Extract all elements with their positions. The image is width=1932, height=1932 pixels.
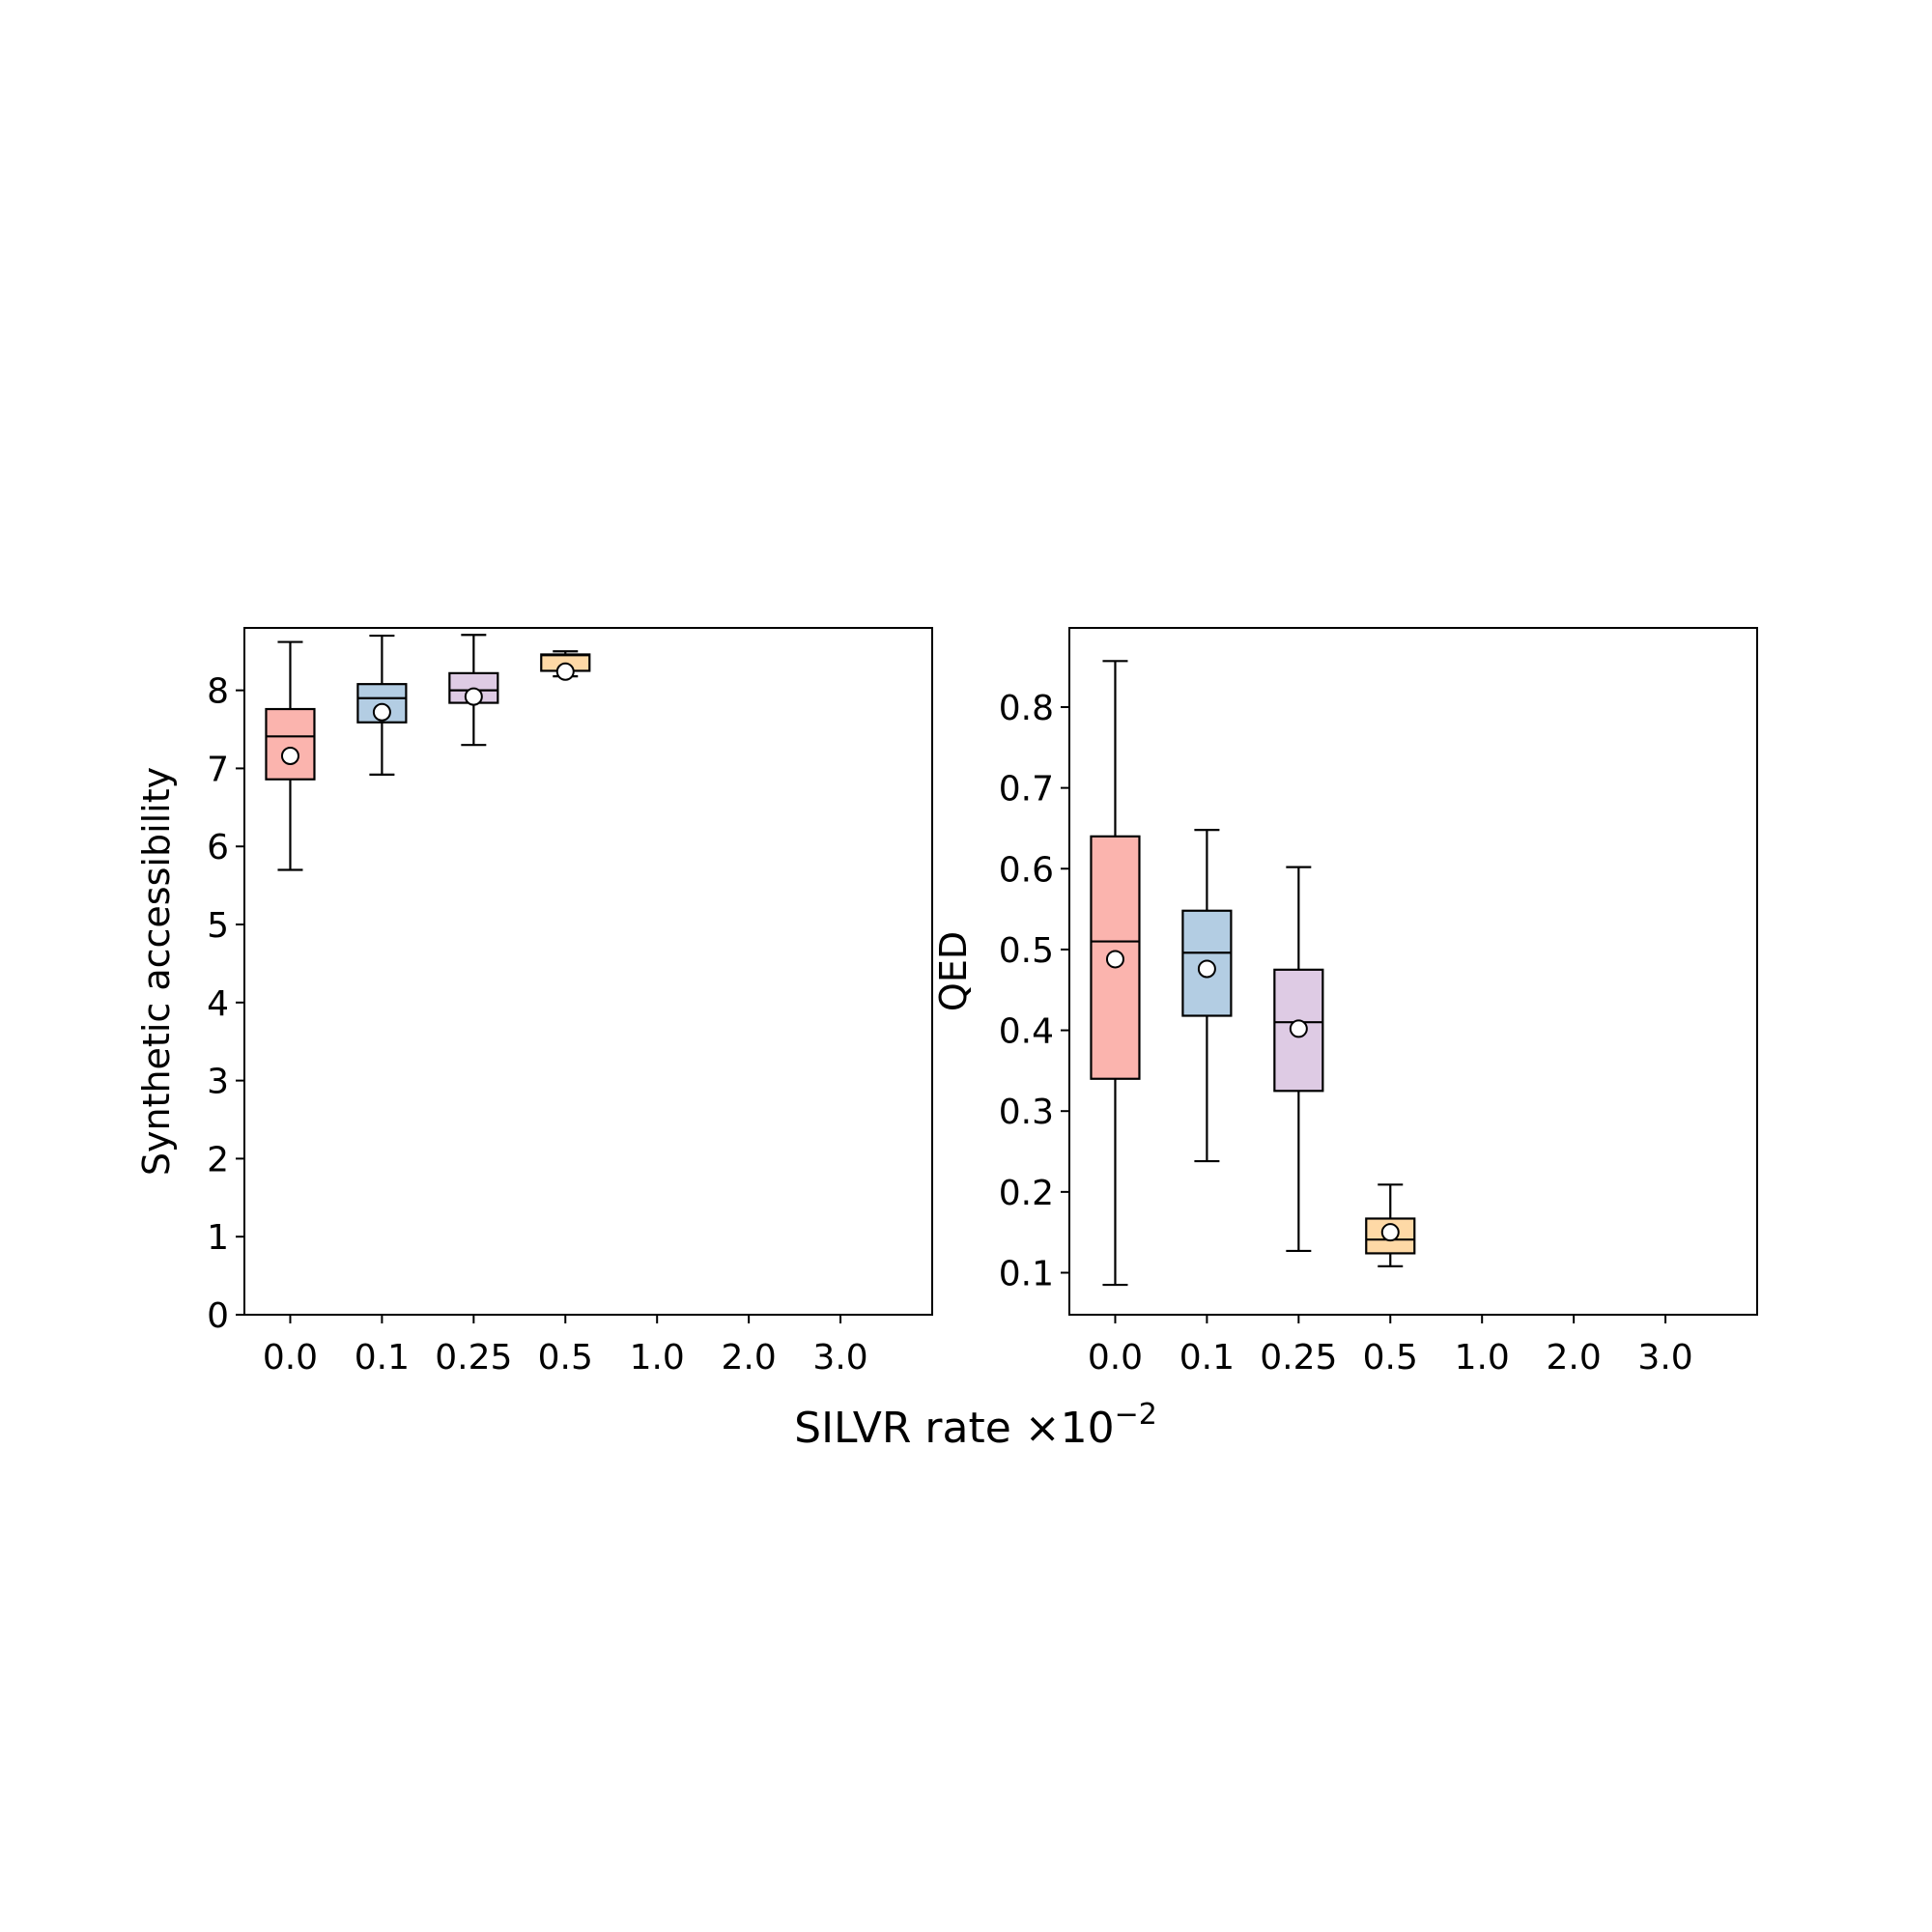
y-tick-label: 0.5 — [999, 931, 1054, 971]
box-0.1 — [1181, 829, 1233, 1163]
y-tick-label: 1 — [207, 1218, 229, 1258]
y-tick-label: 0 — [207, 1296, 229, 1336]
y-tick-label: 4 — [207, 984, 229, 1024]
box-0.25 — [1273, 866, 1324, 1253]
y-tick-label: 8 — [207, 672, 229, 712]
x-tick-label: 0.5 — [538, 1338, 593, 1378]
y-tick-label: 0.3 — [999, 1093, 1054, 1132]
y-tick-label: 2 — [207, 1140, 229, 1179]
mean-marker — [372, 702, 391, 722]
x-tick-label: 3.0 — [812, 1338, 867, 1378]
y-tick-label: 7 — [207, 750, 229, 789]
plot-frame — [1068, 627, 1758, 1316]
mean-marker — [1289, 1019, 1308, 1038]
x-tick-label: 0.25 — [1260, 1338, 1337, 1378]
y-tick-label: 0.1 — [999, 1255, 1054, 1294]
mean-marker — [1380, 1223, 1400, 1242]
mean-marker — [280, 747, 299, 766]
x-tick-label: 0.5 — [1363, 1338, 1418, 1378]
x-tick-label: 1.0 — [1455, 1338, 1510, 1378]
y-axis-title: Synthetic accessibility — [135, 767, 178, 1176]
iqr-box — [1181, 909, 1233, 1017]
figure-xlabel-base: SILVR rate ×10 — [794, 1404, 1114, 1453]
box-0.0 — [265, 640, 316, 871]
right-panel-qed: 0.1 0.2 0.3 0.4 0.5 0.6 0.7 0.8 0.0 0.1 0.25 0.5 1.0… — [932, 627, 1758, 1378]
y-tick-label: 0.4 — [999, 1012, 1054, 1052]
mean-marker — [464, 687, 483, 706]
mean-marker — [1197, 959, 1216, 979]
x-tick-label: 0.1 — [1179, 1338, 1235, 1378]
figure-xlabel: SILVR rate ×10−2 — [794, 1398, 1157, 1453]
mean-marker — [555, 662, 575, 681]
box-0.1 — [356, 634, 408, 776]
box-0.0 — [1090, 660, 1141, 1287]
x-tick-label: 0.25 — [435, 1338, 512, 1378]
x-tick-label: 1.0 — [630, 1338, 685, 1378]
x-tick-label: 0.0 — [263, 1338, 318, 1378]
figure-xlabel-exponent: −2 — [1115, 1398, 1157, 1432]
y-tick-label: 0.8 — [999, 689, 1054, 728]
left-panel-sa: 0 1 2 3 4 5 6 7 8 0.0 0.1 0.25 0.5 1.0 2.0 3.0 Synthetic… — [135, 627, 933, 1378]
box-0.25 — [448, 634, 499, 747]
y-tick-label: 5 — [207, 906, 229, 946]
x-tick-label: 2.0 — [722, 1338, 777, 1378]
plot-frame — [243, 627, 933, 1316]
y-tick-label: 6 — [207, 828, 229, 867]
mean-marker — [1105, 950, 1124, 969]
x-tick-label: 2.0 — [1547, 1338, 1602, 1378]
y-tick-label: 0.2 — [999, 1174, 1054, 1213]
y-tick-label: 3 — [207, 1063, 229, 1102]
x-tick-label: 3.0 — [1637, 1338, 1692, 1378]
iqr-box — [265, 707, 316, 781]
y-tick-label: 0.7 — [999, 770, 1054, 810]
x-tick-label: 0.1 — [355, 1338, 410, 1378]
x-tick-label: 0.0 — [1088, 1338, 1143, 1378]
box-0.5 — [1365, 1183, 1416, 1267]
y-tick-label: 0.6 — [999, 850, 1054, 890]
box-0.5 — [540, 650, 591, 681]
y-axis-title: QED — [932, 931, 975, 1011]
